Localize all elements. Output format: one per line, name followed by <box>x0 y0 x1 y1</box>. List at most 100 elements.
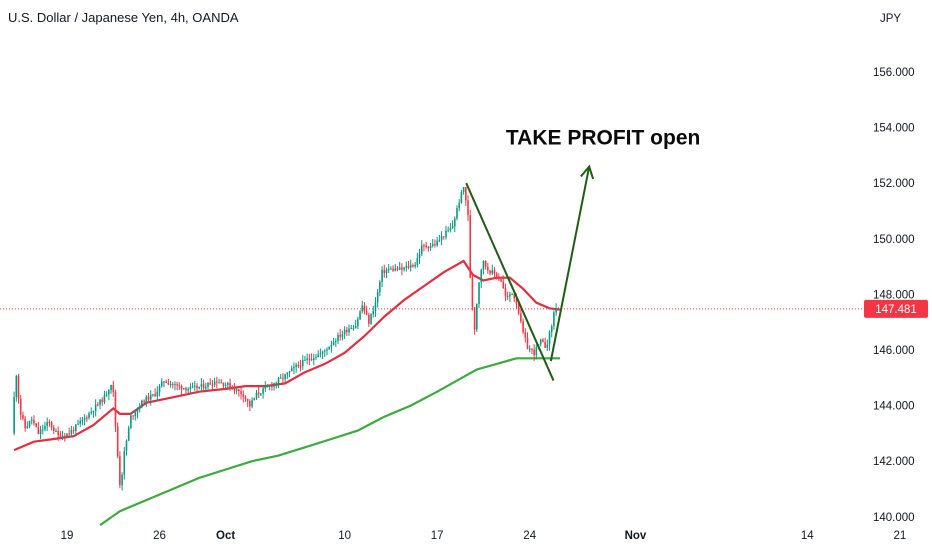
candle <box>275 381 278 389</box>
projection-arrow-line <box>549 166 591 362</box>
candle <box>297 361 300 369</box>
candle <box>90 407 93 415</box>
candle <box>213 377 216 388</box>
candle <box>359 310 361 321</box>
candle <box>469 210 472 279</box>
candle <box>396 266 399 272</box>
candle <box>46 417 48 431</box>
candle <box>412 263 414 268</box>
candle <box>255 390 258 400</box>
last-price-badge <box>864 299 928 318</box>
candle <box>26 421 29 429</box>
y-tick-label: 140.000 <box>873 512 915 524</box>
candle <box>207 381 209 390</box>
candle <box>332 337 335 346</box>
candle <box>112 380 115 397</box>
candle <box>86 415 88 422</box>
ema-slow-line <box>99 357 561 527</box>
candle <box>271 382 273 391</box>
candle <box>381 266 383 288</box>
candle <box>17 374 20 404</box>
candle <box>473 306 476 335</box>
candle <box>489 269 491 276</box>
candle <box>15 374 18 402</box>
candle <box>68 427 71 437</box>
candle <box>262 386 264 399</box>
candle <box>75 424 77 437</box>
candle <box>500 278 502 283</box>
candle <box>59 430 62 440</box>
candle <box>308 353 311 366</box>
candle <box>97 402 99 407</box>
candle <box>416 252 419 268</box>
candle <box>52 425 55 435</box>
y-tick-label: 150.000 <box>873 234 915 246</box>
candle <box>257 386 260 398</box>
candle <box>522 318 524 335</box>
candle <box>323 349 326 358</box>
annotations: TAKE PROFIT open <box>465 126 700 381</box>
candle <box>134 409 137 421</box>
candle <box>288 370 291 378</box>
candle <box>165 379 167 384</box>
candle <box>425 241 427 249</box>
candle <box>70 425 73 437</box>
candle <box>423 243 425 252</box>
candle <box>205 382 207 393</box>
candle <box>482 260 485 275</box>
last-price-text: 147.481 <box>875 304 917 316</box>
candle <box>290 365 293 372</box>
y-axis: 156.000 154.000 152.000 150.000 148.000 146.0… <box>873 67 915 524</box>
candle <box>414 261 416 269</box>
candle <box>442 236 445 240</box>
y-tick-label: 142.000 <box>873 456 915 468</box>
candle <box>121 472 123 491</box>
x-tick-label: Nov <box>625 530 647 542</box>
candle <box>22 411 24 421</box>
candle <box>114 389 117 433</box>
candle <box>101 397 104 406</box>
candle <box>315 354 317 361</box>
candle <box>48 419 51 427</box>
candle <box>260 392 262 397</box>
candle <box>277 376 280 389</box>
candle <box>542 338 544 343</box>
candle <box>105 391 108 397</box>
candle <box>544 337 546 349</box>
candle <box>407 260 410 270</box>
candle <box>235 388 238 395</box>
candle <box>92 410 95 418</box>
candle <box>370 313 372 325</box>
candle <box>136 407 139 419</box>
candle <box>88 411 90 420</box>
candle <box>374 297 377 317</box>
y-tick-label: 146.000 <box>873 345 915 357</box>
candle <box>467 195 469 222</box>
y-tick-label: 148.000 <box>873 289 915 301</box>
candle <box>185 386 187 394</box>
candle <box>39 425 42 440</box>
candle <box>405 261 408 272</box>
candle <box>526 332 529 350</box>
projection-arrow-head <box>580 164 595 180</box>
candle <box>266 384 269 388</box>
candle <box>282 373 284 384</box>
candle <box>198 386 200 390</box>
x-tick-label: 19 <box>61 530 74 542</box>
candle <box>138 403 141 413</box>
candle <box>394 263 397 272</box>
candle <box>372 305 375 318</box>
y-tick-label: 152.000 <box>873 178 915 190</box>
candle <box>339 329 342 341</box>
candle <box>306 353 308 365</box>
candle <box>229 378 231 391</box>
candle <box>310 353 313 362</box>
y-tick-label: 154.000 <box>873 123 915 135</box>
candle <box>535 344 538 360</box>
ema-slow-series <box>99 357 561 527</box>
candle <box>427 245 430 252</box>
candle <box>434 239 436 248</box>
candle <box>390 266 392 270</box>
